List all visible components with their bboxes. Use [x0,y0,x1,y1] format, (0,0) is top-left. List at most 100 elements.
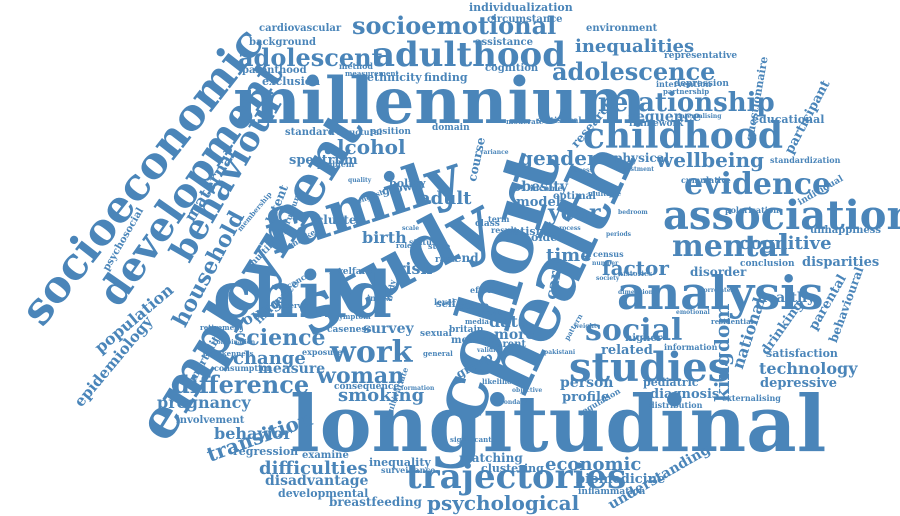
word-sexual: sexual [420,330,452,339]
word-number: number [592,261,618,267]
word-disparities: disparities [802,256,879,269]
word-cognition: cognition [485,64,538,74]
word-partnership: partnership [663,88,709,95]
word-problem: problem [317,160,354,168]
word-technology: technology [759,361,857,377]
word-consequence: consequence [334,383,399,392]
word-disorder: disorder [690,266,746,278]
word-person: person [560,376,613,390]
word-unhappiness: unhappiness [810,226,881,236]
word-result: result [491,226,517,234]
word-parenthood: parenthood [242,66,307,76]
word-pakistani: pakistani [544,350,575,356]
word-objective: objective [512,388,542,394]
word-developmental: developmental [278,488,368,499]
word-general: general [423,350,453,357]
word-status: status [409,238,436,246]
word-periods: periods [606,232,631,238]
word-related: related [601,344,653,357]
word-significant: significant [450,436,491,443]
word-cognitive: cognitive [739,235,832,253]
word-residential: residential [711,318,753,325]
word-exclusion: exclusion [262,76,320,87]
word-position: position [370,128,411,137]
word-information: information [664,343,717,351]
word-inflammation: inflammation [578,488,645,497]
word-formation: formation [401,386,434,392]
word-quality: quality [348,178,371,184]
word-correlates: correlates [700,288,734,294]
word-secondary: secondary [493,400,527,406]
word-cumulative: cumulative [681,176,731,184]
word-weight: weight [574,324,597,330]
word-involvement: involvement [176,416,244,426]
word-welfare: welfare [335,268,372,277]
word-matching: matching [459,452,523,464]
word-census: census [593,250,624,258]
word-access: access [571,168,593,174]
word-combination: combination [213,340,255,346]
word-psychological: psychological [427,493,579,513]
word-likelihood: likelihood [482,378,521,385]
word-adult: adult [419,190,472,208]
word-environment: environment [586,24,657,34]
word-distribution: distribution [649,401,702,409]
word-drunkenness: drunkenness [203,350,254,357]
word-great: great [478,308,502,316]
word-cluster: cluster [316,214,363,226]
word-internalising: internalising [678,114,721,120]
word-emotional: emotional [676,310,710,316]
word-statistical: statistical [537,116,581,124]
word-retirement: retirement [200,324,242,331]
word-society: society [596,276,619,282]
word-process: process [555,226,581,232]
word-britain: britain [449,326,483,335]
word-media: media [465,318,489,325]
word-depressive: depressive [760,377,837,390]
word-symptom: symptom [335,313,371,320]
word-domain: domain [432,124,470,133]
word-risk: risk [397,261,432,277]
word-observed: observed [276,302,311,309]
word-pregnancy: pregnancy [157,395,251,411]
word-histories: histories [618,270,652,277]
word-individualization: individualization [469,2,573,13]
word-educational: educational [752,114,824,125]
word-externalising: externalising [722,394,781,402]
word-background: background [249,38,316,48]
word-variance: variance [480,150,509,156]
word-exposure: exposure [302,348,342,356]
word-satisfaction: satisfaction [766,348,838,359]
word-polarisation: polarisation [725,206,779,214]
word-scale: scale [402,226,419,232]
word-examine: examine [302,451,349,461]
word-validity: validity [477,348,502,354]
word-surveillance: surveillance [381,466,435,474]
word-bedroom: bedroom [618,210,648,216]
word-gender: gender [519,148,598,168]
word-finding: finding [424,72,468,83]
word-mother: mother [451,336,492,346]
word-multiple: multiple [588,190,621,197]
word-consumption: consumption [214,364,272,372]
word-framework: framework [629,120,683,129]
word-representative: representative [664,52,737,61]
word-conclusion: conclusion [740,260,795,269]
word-biomedicine: biomedicine [576,473,665,486]
word-healthy: healthy [757,291,815,305]
word-cardiovascular: cardiovascular [259,24,341,34]
word-older: older [531,232,563,243]
word-standard: standard [285,128,335,138]
word-circumstance: circumstance [487,15,563,25]
word-wellbeing: wellbeing [656,150,764,170]
word-disadvantage: disadvantage [265,474,368,488]
word-self: self [436,300,456,310]
word-higher: higher [625,334,662,344]
word-adjustment: adjustment [616,167,654,173]
word-caseness: caseness [327,326,372,335]
word-race: race [435,256,457,265]
word-measurement: measurement [345,70,399,77]
word-moderate: moderate [506,118,543,125]
word-effect: effect [470,286,495,294]
